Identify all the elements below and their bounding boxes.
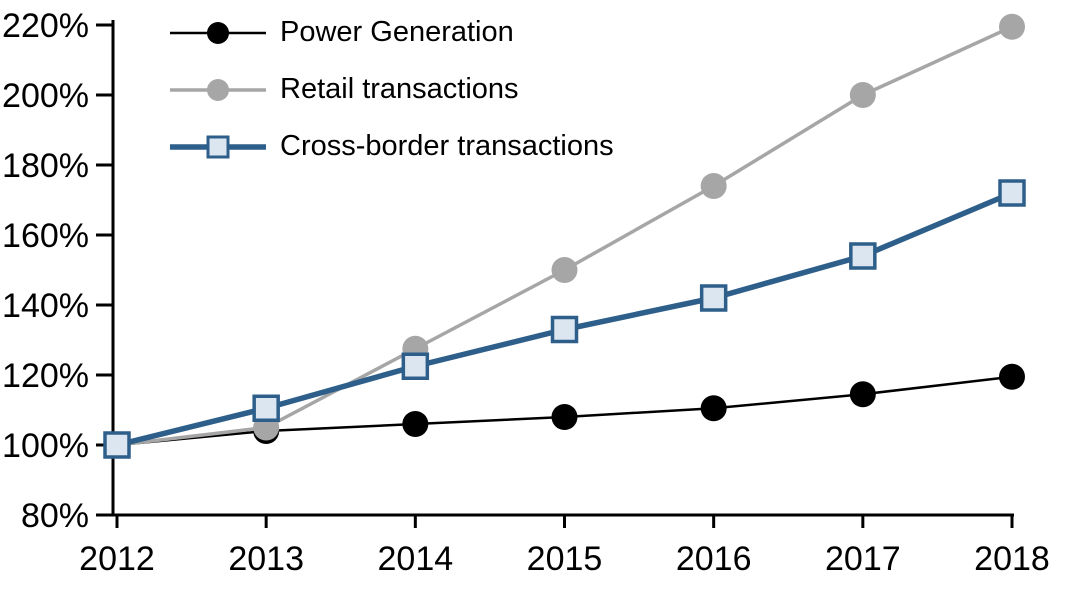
x-tick-label: 2012 (79, 540, 155, 578)
legend-swatch-cross-border-transactions (168, 125, 268, 169)
legend-swatch-graphic (170, 78, 266, 101)
legend-label-cross-border-transactions: Cross-border transactions (280, 130, 614, 162)
x-tick-label: 2015 (527, 540, 603, 578)
y-tick-label: 160% (2, 217, 89, 255)
data-point-marker (550, 315, 579, 344)
legend-marker-circle (207, 78, 229, 101)
data-point-marker (551, 404, 578, 430)
series-power-generation (104, 363, 1025, 458)
legend-marker-square (206, 135, 230, 158)
legend-swatch-graphic (170, 135, 266, 158)
legend-swatch-retail-transactions (168, 68, 268, 112)
data-point-marker (700, 395, 727, 422)
data-point-marker (849, 242, 877, 270)
data-point-marker (551, 257, 578, 283)
y-tick-label: 80% (21, 497, 89, 535)
data-point-marker (999, 13, 1025, 40)
data-point-marker (999, 363, 1025, 390)
data-point-marker (402, 411, 429, 437)
data-point-marker (700, 173, 727, 199)
x-tick-label: 2017 (825, 540, 901, 578)
legend-label-power-generation: Power Generation (280, 16, 514, 48)
y-tick-label: 220% (2, 7, 89, 45)
legend-marker-circle (207, 21, 229, 44)
y-tick-label: 100% (2, 427, 89, 465)
data-point-marker (849, 381, 876, 408)
data-point-marker (699, 284, 728, 312)
data-point-marker (103, 431, 131, 459)
y-tick-label: 180% (2, 147, 89, 185)
series-cross-border-transactions (103, 179, 1026, 459)
y-axis-ticks: 80% 100% 120% 140% 160% 180% 200% 220% (2, 7, 113, 535)
legend-item-cross-border-transactions: Cross-border transactions (168, 118, 614, 175)
y-tick-label: 200% (2, 77, 89, 115)
x-tick-label: 2018 (974, 540, 1050, 578)
x-axis-ticks: 2012 2013 2014 2015 2016 2017 2018 (79, 515, 1050, 578)
y-tick-label: 140% (2, 287, 89, 325)
data-point-marker (401, 352, 430, 380)
legend-swatch-graphic (170, 21, 266, 44)
data-point-marker (998, 179, 1026, 207)
x-tick-label: 2013 (228, 540, 304, 578)
legend-label-retail-transactions: Retail transactions (280, 73, 519, 105)
legend: Power Generation Retail transactions Cro… (168, 4, 614, 175)
legend-swatch-power-generation (168, 11, 268, 55)
data-point-marker (849, 82, 876, 108)
x-tick-label: 2016 (676, 540, 752, 578)
legend-item-power-generation: Power Generation (168, 4, 614, 61)
x-tick-label: 2014 (378, 540, 454, 578)
data-point-marker (252, 394, 280, 422)
y-tick-label: 120% (2, 357, 89, 395)
legend-item-retail-transactions: Retail transactions (168, 61, 614, 118)
